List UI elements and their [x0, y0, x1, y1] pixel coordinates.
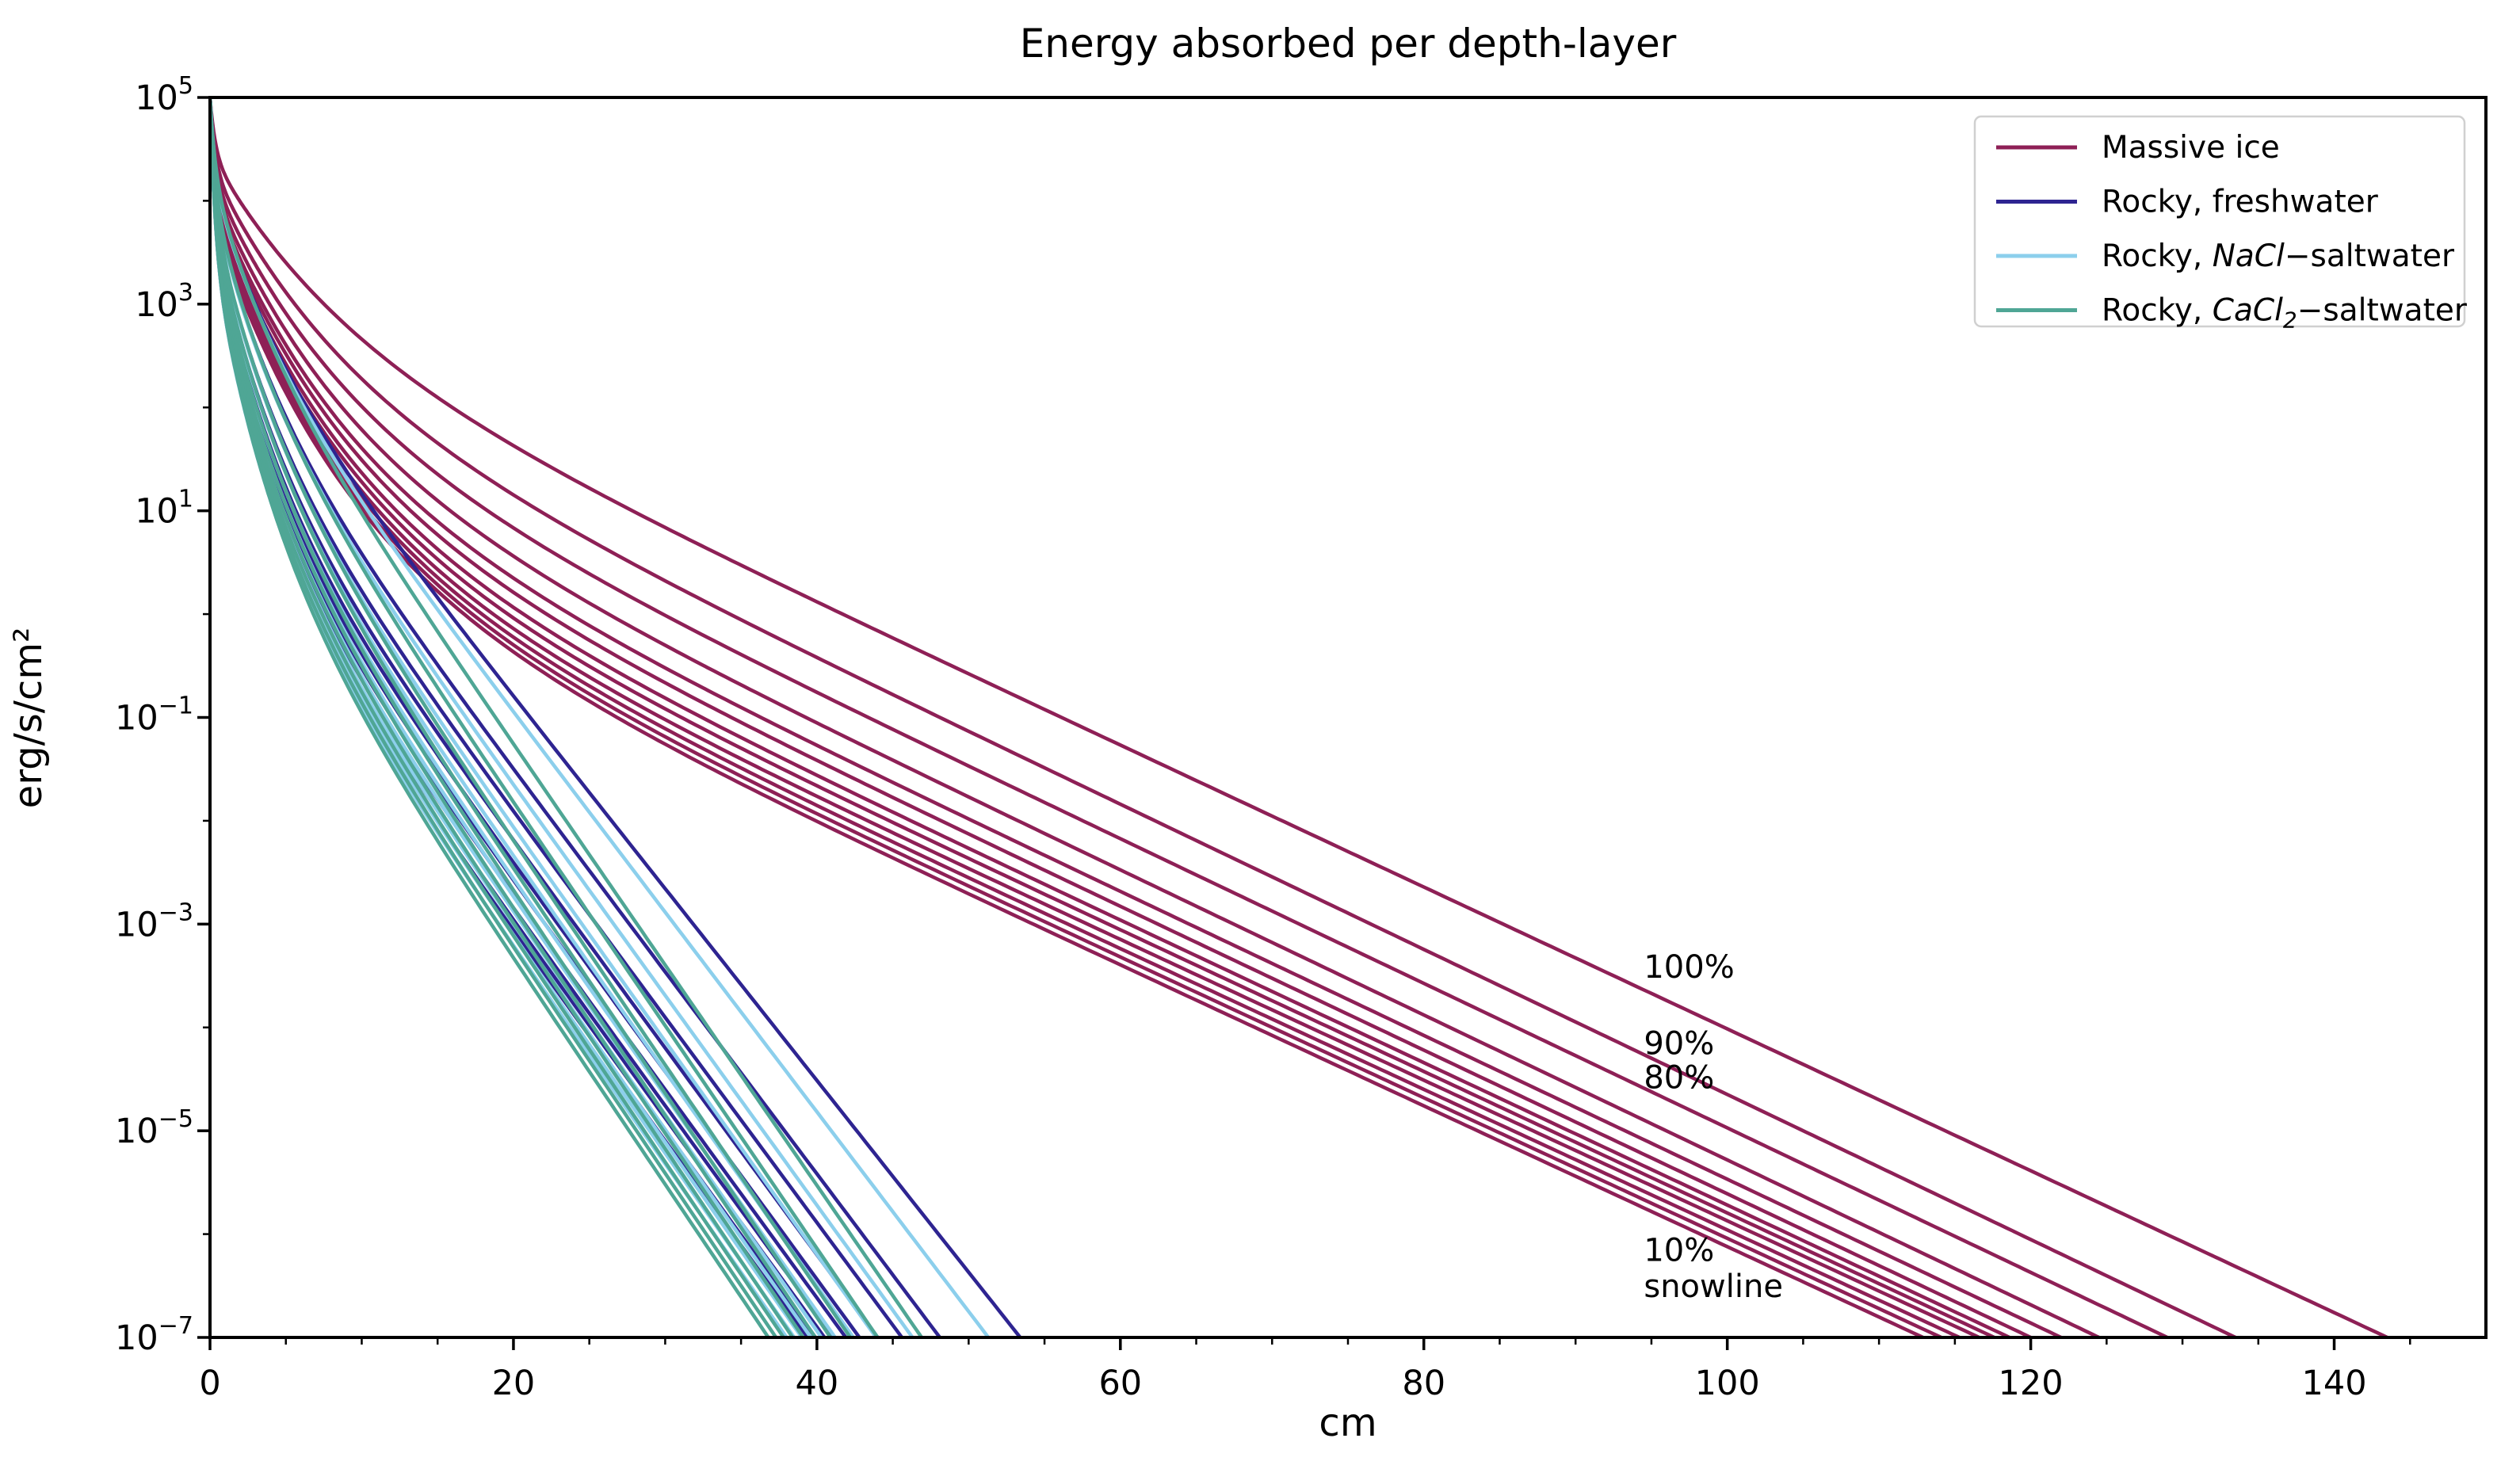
chart-title: Energy absorbed per depth-layer [1020, 21, 1677, 67]
series-group [210, 97, 2388, 1337]
y-tick-label: 10−7 [115, 1312, 193, 1358]
annotation-10-: 10% [1644, 1232, 1714, 1269]
series-line-massive-ice-9 [210, 97, 1961, 1337]
x-tick-label: 80 [1402, 1364, 1445, 1403]
series-line-massive-ice-0 [210, 97, 2388, 1337]
annotations-group: 100% 90%80% 10%snowline [1644, 949, 1783, 1305]
annotation-90-: 90% [1644, 1026, 1714, 1063]
series-line-massive-ice-6 [210, 97, 2010, 1337]
y-tick-label: 103 [135, 279, 193, 325]
legend-label-rocky-freshwater: Rocky, freshwater [2102, 185, 2379, 220]
x-tick-label: 40 [796, 1364, 839, 1403]
series-line-rocky-cacl2-saltwater-0 [210, 97, 923, 1337]
series-line-massive-ice-3 [210, 97, 2100, 1337]
y-tick-label: 10−5 [115, 1105, 193, 1151]
x-axis-label: cm [1319, 1401, 1376, 1445]
series-line-rocky-cacl2-saltwater-1 [210, 97, 880, 1337]
series-line-rocky-cacl2-saltwater-2 [210, 97, 852, 1337]
legend-label-massive-ice: Massive ice [2102, 130, 2280, 166]
ticks-group: 0 20 40 60 80 100 120 140 105 103 101 10−1 10−3 10−5 1… [115, 72, 2411, 1403]
x-tick-label: 60 [1098, 1364, 1142, 1403]
y-axis-label: erg/s/cm² [6, 628, 51, 809]
x-tick-label: 120 [1999, 1364, 2064, 1403]
y-tick-label: 101 [135, 486, 193, 532]
series-line-massive-ice-4 [210, 97, 2062, 1337]
y-tick-label: 105 [135, 72, 193, 118]
x-tick-label: 140 [2301, 1364, 2366, 1403]
series-line-massive-ice-1 [210, 97, 2237, 1337]
x-tick-label: 20 [492, 1364, 536, 1403]
y-tick-label: 10−3 [115, 898, 193, 944]
legend: Massive ice Rocky, freshwater Rocky, NaCl−… [1973, 115, 2468, 334]
legend-label-rocky-cacl2-saltwater: Rocky, CaCl2−saltwater [2102, 293, 2468, 334]
series-line-massive-ice-2 [210, 97, 2168, 1337]
series-line-rocky-cacl2-saltwater-5 [210, 97, 805, 1337]
annotation-80-: 80% [1644, 1060, 1714, 1097]
series-line-massive-ice-10 [210, 97, 1942, 1337]
series-line-massive-ice-11 [210, 97, 1924, 1337]
x-tick-label: 0 [199, 1364, 220, 1403]
legend-box [1973, 115, 2466, 328]
x-tick-label: 100 [1695, 1364, 1760, 1403]
series-line-massive-ice-5 [210, 97, 2032, 1337]
legend-label-rocky-nacl-saltwater: Rocky, NaCl−saltwater [2102, 238, 2455, 274]
series-line-rocky-cacl2-saltwater-4 [210, 97, 817, 1337]
series-line-rocky-cacl2-saltwater-3 [210, 97, 832, 1337]
annotation-100-: 100% [1644, 949, 1734, 986]
annotation-snowline: snowline [1644, 1269, 1783, 1305]
y-tick-label: 10−1 [115, 692, 193, 738]
series-line-rocky-cacl2-saltwater-9 [210, 97, 770, 1337]
